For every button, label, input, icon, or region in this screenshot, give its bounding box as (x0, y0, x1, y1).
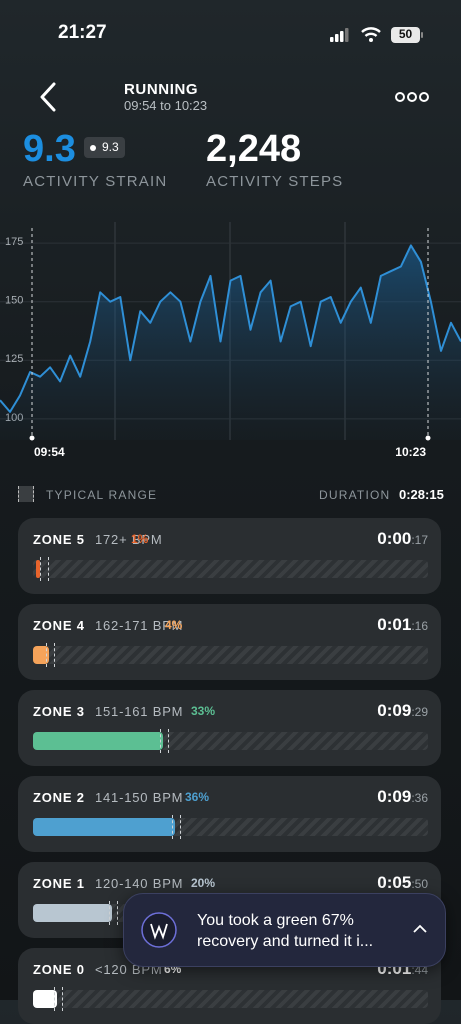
typical-range-marker (172, 815, 182, 839)
zone-card: ZONE 3 151-161 BPM 33% 0:09:29 (18, 690, 441, 766)
zone-range: 120-140 BPM (95, 876, 184, 891)
zone-duration-main: 0:00 (377, 529, 412, 548)
zone-duration-seconds: :16 (411, 619, 428, 633)
hr-area (0, 245, 461, 440)
zone-range: 151-161 BPM (95, 704, 184, 719)
zone-name: ZONE 4 (33, 618, 85, 633)
zone-track (33, 643, 428, 667)
strain-label: ACTIVITY STRAIN (23, 173, 168, 190)
zone-percent: 1% (131, 532, 149, 546)
zone-card: ZONE 4 162-171 BPM 4% 0:01:16 (18, 604, 441, 680)
zone-bar (33, 904, 112, 922)
strain-badge-value: 9.3 (102, 140, 119, 154)
steps-value: 2,248 (206, 128, 302, 170)
zone-name: ZONE 5 (33, 532, 85, 547)
zone-duration-seconds: :36 (411, 791, 428, 805)
steps-label: ACTIVITY STEPS (206, 173, 344, 190)
toast-line: recovery and turned it i... (197, 933, 374, 950)
duration-value: 0:28:15 (399, 487, 444, 502)
zone-duration-seconds: :50 (411, 877, 428, 891)
typical-range-marker (109, 901, 118, 925)
activity-title: RUNNING (124, 81, 199, 98)
zone-name: ZONE 0 (33, 962, 85, 977)
zone-percent: 36% (185, 790, 210, 804)
zone-duration-main: 0:09 (377, 701, 412, 720)
zone-bar (33, 818, 176, 836)
zone-duration: 0:00:17 (377, 529, 428, 549)
status-icons (330, 27, 423, 43)
zone-duration-seconds: :29 (411, 705, 428, 719)
status-time: 21:27 (58, 22, 107, 43)
typical-range-marker (40, 557, 49, 581)
battery-level: 50 (398, 27, 413, 41)
typical-range-icon (18, 486, 34, 502)
toast-line: You took a green 67% (197, 912, 354, 929)
zone-duration-main: 0:05 (377, 873, 412, 892)
range-dot (425, 435, 431, 441)
zone-name: ZONE 2 (33, 790, 85, 805)
zone-track (33, 557, 428, 581)
zone-track (33, 815, 428, 839)
x-label: 10:23 (395, 445, 426, 459)
typical-range-marker (45, 643, 55, 667)
zone-name: ZONE 1 (33, 876, 85, 891)
zone-range: 162-171 BPM (95, 618, 184, 633)
typical-range-marker (53, 987, 63, 1011)
notification-toast[interactable]: You took a green 67% recovery and turned… (123, 893, 446, 967)
duration-label: DURATION (319, 488, 391, 502)
zone-bar (36, 560, 40, 578)
zone-duration-seconds: :17 (411, 533, 428, 547)
y-tick-label: 150 (5, 295, 23, 307)
zone-percent: 20% (191, 876, 216, 890)
x-label: 09:54 (34, 445, 65, 459)
zone-percent: 4% (165, 618, 183, 632)
zone-name: ZONE 3 (33, 704, 85, 719)
toast-text: You took a green 67% recovery and turned… (197, 910, 373, 952)
y-tick-label: 125 (5, 353, 23, 365)
zone-duration: 0:09:36 (377, 787, 428, 807)
typical-range-marker (160, 729, 170, 753)
back-button[interactable] (36, 82, 60, 112)
zone-card: ZONE 2 141-150 BPM 36% 0:09:36 (18, 776, 441, 852)
zone-bar (33, 646, 49, 664)
zone-duration: 0:05:50 (377, 873, 428, 893)
hr-line (0, 244, 461, 413)
toast-expand[interactable] (412, 923, 428, 935)
zone-range: 141-150 BPM (95, 790, 184, 805)
strain-badge: 9.3 (84, 137, 125, 158)
zone-track (33, 987, 428, 1011)
activity-time: 09:54 to 10:23 (124, 98, 208, 113)
zone-duration-main: 0:09 (377, 787, 412, 806)
y-tick-label: 175 (5, 236, 23, 248)
zone-duration-main: 0:01 (377, 615, 412, 634)
zone-percent: 33% (191, 704, 216, 718)
zone-card: ZONE 5 172+ BPM 1% 0:00:17 (18, 518, 441, 594)
whoop-icon (141, 912, 177, 948)
more-button[interactable] (394, 90, 430, 104)
zone-range: 172+ BPM (95, 532, 163, 547)
typical-range-label: TYPICAL RANGE (46, 488, 158, 502)
range-dot (29, 435, 35, 441)
zone-duration: 0:01:16 (377, 615, 428, 635)
zone-track (33, 729, 428, 753)
zone-duration: 0:09:29 (377, 701, 428, 721)
zone-bar (33, 732, 164, 750)
strain-value: 9.3 (23, 128, 76, 170)
